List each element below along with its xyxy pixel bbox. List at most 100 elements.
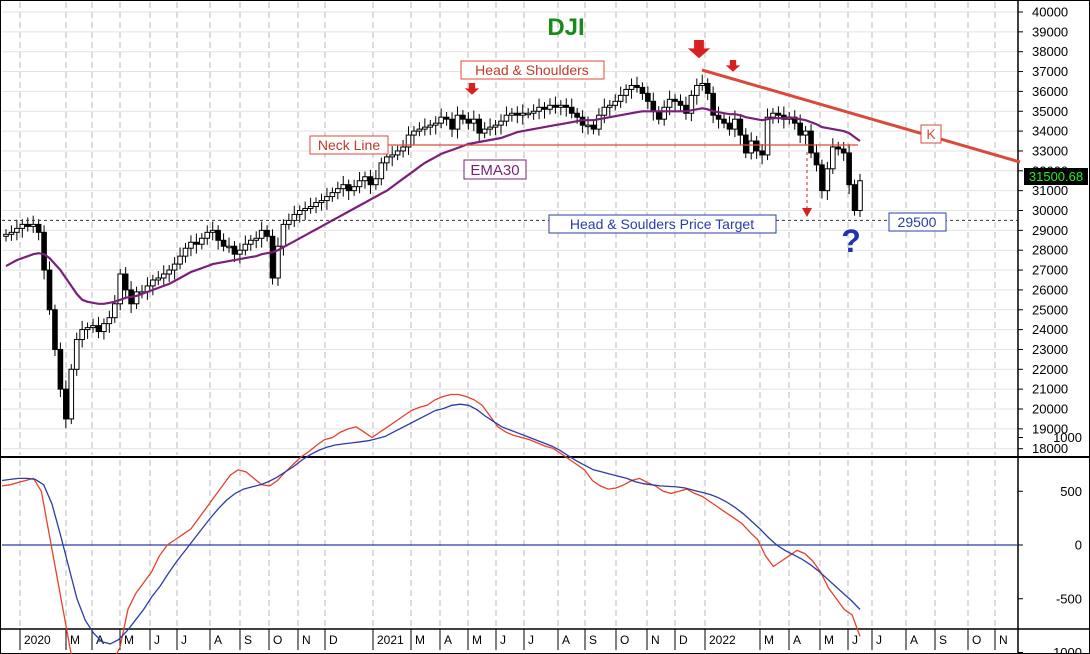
annotations: DJI Neck Line Head & Shoulders EMA30 Head &…	[2, 14, 1088, 259]
candle-body	[672, 98, 678, 102]
candle-body	[819, 164, 825, 192]
candle-body	[585, 124, 591, 128]
candle-body	[41, 231, 47, 271]
candle-body	[764, 116, 771, 156]
candle-body	[694, 84, 700, 96]
candle-body	[628, 84, 635, 90]
candle-body	[269, 235, 276, 279]
y-tick-label: 24000	[1032, 322, 1068, 337]
candle-body	[536, 106, 542, 112]
x-tick-label: 2022	[709, 633, 736, 647]
question-mark: ?	[841, 223, 861, 259]
candles	[3, 74, 863, 429]
candle-body	[362, 176, 368, 182]
y-tick-label: 33000	[1032, 143, 1068, 158]
x-tick-label: N	[651, 633, 660, 647]
candle-body	[296, 210, 303, 215]
candle-body	[351, 186, 357, 192]
target-value-box	[888, 212, 947, 232]
candle-body	[509, 112, 515, 116]
candle-body	[487, 126, 493, 130]
candle-body	[209, 229, 216, 233]
y-tick-label: 27000	[1032, 263, 1068, 278]
candle-body	[220, 239, 227, 247]
x-tick-label: M	[70, 633, 80, 647]
candle-body	[650, 100, 657, 112]
y-tick-label: 36000	[1032, 84, 1068, 99]
candle-body	[547, 104, 553, 110]
candle-body	[639, 86, 646, 94]
candle-body	[231, 245, 238, 255]
x-tick-label: 2020	[24, 633, 51, 647]
candle-body	[655, 110, 662, 120]
head-shoulders-label-box	[460, 60, 605, 80]
ema30-label-box	[463, 159, 527, 180]
x-tick-label: O	[972, 633, 981, 647]
candle-body	[596, 114, 602, 130]
candle-body	[704, 82, 711, 94]
x-tick-label: M	[764, 633, 774, 647]
x-tick-label: A	[793, 633, 801, 647]
candle-body	[63, 388, 69, 420]
candle-body	[470, 118, 477, 124]
candle-body	[797, 122, 803, 136]
candle-body	[835, 146, 842, 150]
x-tick-label: N	[999, 633, 1008, 647]
x-tick-label: N	[302, 633, 311, 647]
candle-body	[732, 118, 738, 130]
candle-body	[258, 229, 265, 239]
x-tick-label: J	[181, 633, 187, 647]
candle-body	[177, 255, 183, 265]
x-tick-label: D	[679, 633, 688, 647]
x-tick-label: J	[876, 633, 882, 647]
y-tick-label: 29000	[1032, 223, 1068, 238]
last-price-tag	[1024, 168, 1088, 185]
candle-body	[84, 327, 91, 331]
candle-body	[302, 208, 308, 211]
candle-body	[307, 206, 314, 210]
candle-body	[182, 247, 189, 257]
candle-body	[846, 152, 852, 186]
candle-body	[824, 168, 831, 192]
x-tick-label: M	[415, 633, 425, 647]
candle-body	[666, 98, 673, 108]
candle-body	[601, 106, 608, 116]
y-tick-label: 28000	[1032, 243, 1068, 258]
candle-body	[242, 243, 249, 251]
ema30-path	[5, 107, 861, 305]
candle-body	[155, 277, 162, 281]
candle-body	[73, 339, 80, 370]
candle-body	[422, 126, 428, 130]
x-tick-label: M	[472, 633, 482, 647]
candle-body	[699, 82, 706, 86]
x-tick-label: O	[273, 633, 282, 647]
candle-body	[574, 112, 580, 118]
candle-body	[775, 112, 782, 116]
candle-body	[264, 229, 270, 237]
x-tick-label: M	[124, 633, 134, 647]
candle-body	[617, 94, 624, 102]
candle-body	[30, 223, 36, 227]
candle-body	[19, 223, 26, 229]
y-tick-label: 34000	[1032, 124, 1068, 139]
x-tick-label: 2021	[377, 633, 404, 647]
oscillator-panel	[1, 393, 1018, 654]
candle-body	[335, 188, 341, 194]
candle-body	[753, 140, 760, 152]
osc-tick-label: -500	[1056, 591, 1082, 606]
candle-body	[742, 134, 749, 154]
candle-body	[101, 323, 107, 333]
candle-body	[150, 279, 156, 287]
candle-body	[438, 116, 444, 124]
candle-body	[525, 112, 531, 116]
y-tick-label: 26000	[1032, 282, 1068, 297]
candle-body	[400, 146, 406, 152]
candle-body	[519, 112, 526, 116]
candle-body	[460, 114, 466, 120]
candle-body	[645, 92, 651, 102]
candle-body	[68, 368, 75, 420]
last-price-label: 31500.68	[1029, 169, 1083, 184]
